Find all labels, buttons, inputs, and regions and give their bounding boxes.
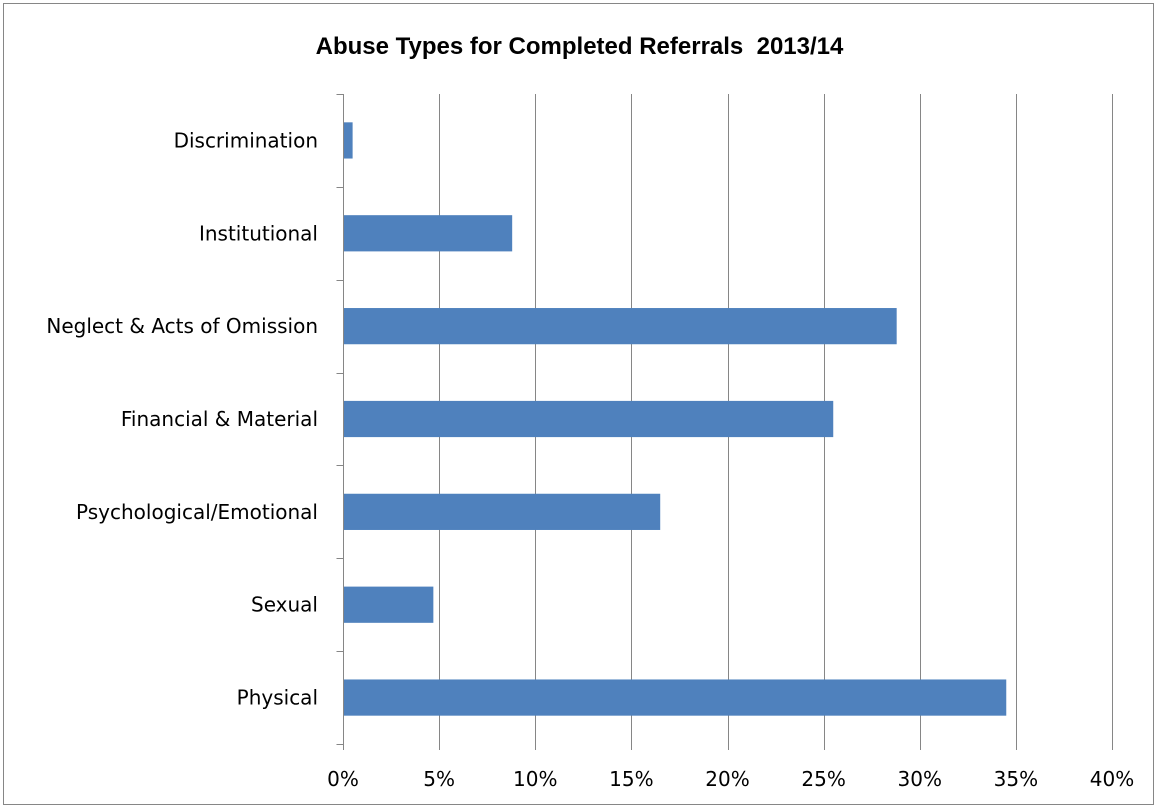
category-label: Neglect & Acts of Omission [46, 314, 318, 338]
x-tick-label: 30% [898, 767, 942, 791]
bar-institutional [343, 215, 513, 252]
bars [343, 122, 1007, 716]
x-tick-label: 10% [513, 767, 557, 791]
category-label: Discrimination [174, 128, 318, 152]
x-tick-label: 25% [801, 767, 845, 791]
category-label: Psychological/Emotional [76, 500, 318, 524]
category-label: Financial & Material [121, 407, 318, 431]
axes [336, 94, 1113, 750]
x-tick-label: 15% [609, 767, 653, 791]
x-tick-label: 5% [423, 767, 455, 791]
category-label: Institutional [199, 221, 318, 245]
bar-sexual [343, 586, 434, 623]
chart-title: Abuse Types for Completed Referrals 2013… [315, 33, 844, 60]
bar-financial-material [343, 400, 834, 438]
labels: Discrimination Institutional Neglect & Act… [46, 128, 1134, 791]
category-label: Sexual [251, 593, 318, 617]
x-tick-label: 40% [1090, 767, 1134, 791]
x-tick-label: 35% [994, 767, 1038, 791]
bar-discrimination [343, 122, 353, 159]
bar-neglect-acts-of-omission [343, 308, 897, 345]
x-tick-label: 20% [705, 767, 749, 791]
x-tick-label: 0% [327, 767, 359, 791]
bar-physical [343, 679, 1007, 716]
category-label: Physical [237, 686, 318, 710]
bar-psychological-emotional [343, 493, 661, 530]
